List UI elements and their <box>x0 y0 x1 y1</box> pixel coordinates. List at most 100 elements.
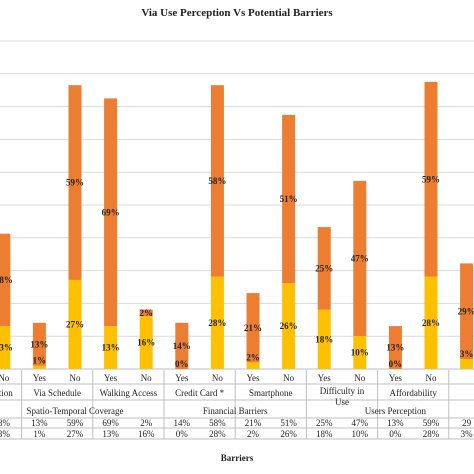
bar-top <box>139 309 153 317</box>
bar-top <box>175 322 189 369</box>
table-cell: 3% <box>461 429 474 439</box>
data-label: 28% <box>208 318 226 328</box>
bar-bottom <box>282 283 296 369</box>
table-cell: 8% <box>0 418 10 428</box>
data-label: 14% <box>173 341 191 351</box>
data-label: 59% <box>66 178 84 188</box>
chart-title: Via Use Perception Vs Potential Barriers <box>141 7 333 19</box>
data-label: 47% <box>351 253 369 263</box>
data-label: 13% <box>30 339 48 349</box>
bar-top <box>424 81 438 277</box>
category-label: Affordability <box>390 388 438 398</box>
table-cell: 16% <box>138 429 155 439</box>
bar-bottom <box>353 336 367 369</box>
category-label: Walking Access <box>100 388 158 398</box>
data-label: 18% <box>315 334 333 344</box>
bar-top <box>388 326 402 369</box>
data-label: 26% <box>280 321 298 331</box>
category-label: Use <box>335 397 349 407</box>
tick-label: No <box>212 373 223 383</box>
data-label: 10% <box>351 348 369 358</box>
tick-label: Yes <box>318 373 332 383</box>
bar-top <box>32 322 46 366</box>
tick-label: No <box>141 373 152 383</box>
table-cell: 2% <box>140 418 153 428</box>
bar-top <box>317 227 331 310</box>
data-label: 69% <box>102 207 120 217</box>
bar-bottom <box>246 362 260 369</box>
bars: 13% 28% 1% 13% 27% 59% 13% 69% 16% 2% 0% 14% 28% 58% 2… <box>0 81 474 369</box>
table-cell: 59% <box>423 418 440 428</box>
bar-bottom <box>210 276 224 369</box>
tick-label: No <box>283 373 294 383</box>
group-label: Users Perception <box>365 406 427 416</box>
data-label: 59% <box>422 174 440 184</box>
table-cell: 1% <box>33 429 46 439</box>
bar-bottom <box>104 326 118 369</box>
data-label: 1% <box>33 356 47 366</box>
data-label: 0% <box>389 359 403 369</box>
bar-top <box>246 293 260 363</box>
table-cell: 26% <box>280 429 297 439</box>
table-cell: 0% <box>176 429 189 439</box>
data-label: 3% <box>460 349 474 359</box>
data-label: 13% <box>0 343 13 353</box>
bar-bottom <box>0 326 11 369</box>
table-cell: 2% <box>247 429 260 439</box>
table-cell: 29 <box>462 418 472 428</box>
category-label: Smartphone <box>249 388 293 398</box>
tick-label: Yes <box>33 373 47 383</box>
data-label: 29% <box>458 306 474 316</box>
table-cell: 14% <box>174 418 191 428</box>
data-label: 13% <box>102 343 120 353</box>
table-cell: 27% <box>67 429 84 439</box>
table-cell: 3% <box>0 429 10 439</box>
data-label: 2% <box>246 352 260 362</box>
bar-bottom <box>139 316 153 369</box>
table-cell: 28% <box>423 429 440 439</box>
tick-label: No <box>426 373 437 383</box>
bar-top <box>210 85 224 277</box>
data-label: 28% <box>422 318 440 328</box>
table-cell: 10% <box>352 429 369 439</box>
table-cell: 28% <box>209 429 226 439</box>
data-label: 51% <box>280 194 298 204</box>
category-label: Credit Card * <box>175 388 224 398</box>
bar-top <box>460 263 474 360</box>
bar-bottom <box>460 359 474 369</box>
data-label: 13% <box>386 343 404 353</box>
table-cell: 13% <box>387 418 404 428</box>
data-label: 16% <box>137 338 155 348</box>
x-axis-title: Barriers <box>221 453 254 463</box>
table-cell: 13% <box>102 429 119 439</box>
bar-top <box>282 114 296 284</box>
table-cell: 69% <box>102 418 119 428</box>
data-label: 27% <box>66 319 84 329</box>
bar-top <box>68 85 82 280</box>
bar-top <box>104 98 118 327</box>
category-label: Via Schedule <box>33 388 81 398</box>
table-cell: 51% <box>280 418 297 428</box>
tick-label: Yes <box>389 373 403 383</box>
table-cell: 25% <box>316 418 333 428</box>
bar-bottom <box>32 365 46 369</box>
data-label: 28% <box>0 275 13 285</box>
table-cell: 59% <box>67 418 84 428</box>
group-label: Financial Barriers <box>203 406 268 416</box>
table-cell: 47% <box>352 418 369 428</box>
data-label: 0% <box>175 359 189 369</box>
tick-label: No <box>0 373 10 383</box>
data-label: 25% <box>315 263 333 273</box>
tick-label: No <box>70 373 81 383</box>
tick-label: Yes <box>104 373 118 383</box>
table-cell: 0% <box>389 429 402 439</box>
data-label: 58% <box>208 176 226 186</box>
tick-label: Yes <box>246 373 260 383</box>
table-cell: 18% <box>316 429 333 439</box>
data-label: 21% <box>244 323 262 333</box>
table-cell: 21% <box>245 418 262 428</box>
category-label: ation <box>0 388 13 398</box>
bar-bottom <box>68 279 82 369</box>
